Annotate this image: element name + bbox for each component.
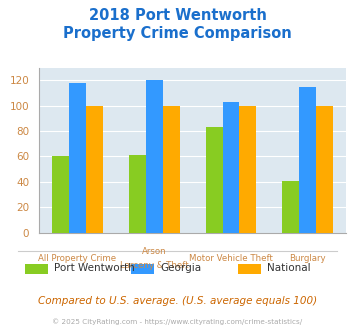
Text: Compared to U.S. average. (U.S. average equals 100): Compared to U.S. average. (U.S. average … [38,296,317,306]
Bar [69,83,86,233]
Bar [146,80,163,233]
Bar [129,155,146,233]
Bar [299,87,316,233]
Text: 2018 Port Wentworth: 2018 Port Wentworth [88,8,267,23]
Text: Motor Vehicle Theft: Motor Vehicle Theft [189,254,273,263]
Bar [316,106,333,233]
Text: Georgia: Georgia [161,263,202,273]
Text: All Property Crime: All Property Crime [38,254,116,263]
Text: Burglary: Burglary [289,254,326,263]
Bar [206,127,223,233]
Text: Property Crime Comparison: Property Crime Comparison [63,26,292,41]
Text: National: National [267,263,311,273]
Text: Port Wentworth: Port Wentworth [54,263,135,273]
Bar [239,106,256,233]
Text: Larceny & Theft: Larceny & Theft [120,261,189,270]
Bar [283,181,299,233]
Bar [163,106,180,233]
Text: Arson: Arson [142,248,166,256]
Bar [86,106,103,233]
Bar [52,156,69,233]
Text: © 2025 CityRating.com - https://www.cityrating.com/crime-statistics/: © 2025 CityRating.com - https://www.city… [53,318,302,325]
Bar [223,102,239,233]
